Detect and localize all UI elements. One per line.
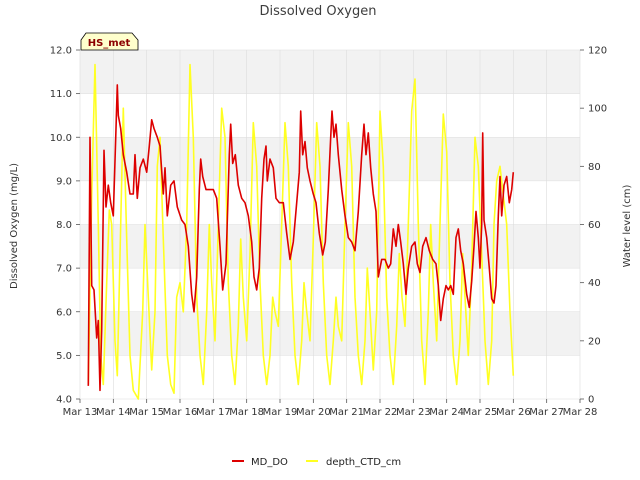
y2-tick-label: 20 — [588, 336, 601, 347]
station-badge: HS_met — [80, 32, 139, 51]
series-line-md-do — [87, 84, 515, 392]
x-tick-label: Mar 16 — [163, 407, 198, 418]
y2-tick-label: 80 — [588, 162, 601, 173]
y2-tick-label: 100 — [588, 104, 607, 115]
x-tick-label: Mar 18 — [229, 407, 264, 418]
y-tick-label: 6.0 — [56, 307, 72, 318]
x-tick-label: Mar 23 — [396, 407, 431, 418]
x-tick-label: Mar 28 — [563, 407, 598, 418]
y2-tick-label: 60 — [588, 220, 601, 231]
legend-label-depth: depth_CTD_cm — [326, 457, 401, 468]
series-line-depth-ctd-cm — [87, 63, 515, 400]
x-tick-label: Mar 20 — [296, 407, 331, 418]
y-tick-label: 7.0 — [56, 264, 72, 275]
x-tick-label: Mar 21 — [329, 407, 364, 418]
y-tick-label: 8.0 — [56, 220, 72, 231]
legend-label-md-do: MD_DO — [251, 457, 288, 468]
x-tick-label: Mar 15 — [129, 407, 164, 418]
y2-axis-ticks: 0 20 40 60 80 100 120 — [580, 46, 607, 406]
x-tick-label: Mar 26 — [496, 407, 531, 418]
y-tick-label: 11.0 — [50, 89, 72, 100]
y2-axis-label: Water level (cm) — [622, 185, 633, 268]
x-tick-label: Mar 22 — [363, 407, 398, 418]
y2-tick-label: 40 — [588, 278, 601, 289]
x-tick-label: Mar 25 — [463, 407, 498, 418]
background-band — [80, 311, 580, 356]
y-axis-ticks: 4.0 5.0 6.0 7.0 8.0 9.0 10.0 11.0 12.0 — [50, 46, 80, 406]
y2-tick-label: 120 — [588, 46, 607, 57]
y-tick-label: 12.0 — [50, 46, 72, 57]
chart-title: Dissolved Oxygen — [260, 4, 377, 19]
x-tick-label: Mar 17 — [196, 407, 231, 418]
x-tick-label: Mar 19 — [263, 407, 298, 418]
legend: MD_DO depth_CTD_cm — [232, 457, 401, 468]
y-axis-label: Dissolved Oxygen (mg/L) — [9, 163, 20, 289]
background-band — [80, 50, 580, 94]
y2-tick-label: 0 — [588, 395, 594, 406]
x-tick-label: Mar 14 — [96, 407, 131, 418]
series-lines — [87, 63, 515, 400]
x-tick-label: Mar 13 — [63, 407, 98, 418]
x-tick-label: Mar 27 — [529, 407, 564, 418]
station-badge-label: HS_met — [88, 38, 131, 49]
y-tick-label: 5.0 — [56, 351, 72, 362]
y-tick-label: 9.0 — [56, 176, 72, 187]
x-tick-label: Mar 24 — [429, 407, 464, 418]
y-tick-label: 10.0 — [50, 133, 72, 144]
y-tick-label: 4.0 — [56, 395, 72, 406]
